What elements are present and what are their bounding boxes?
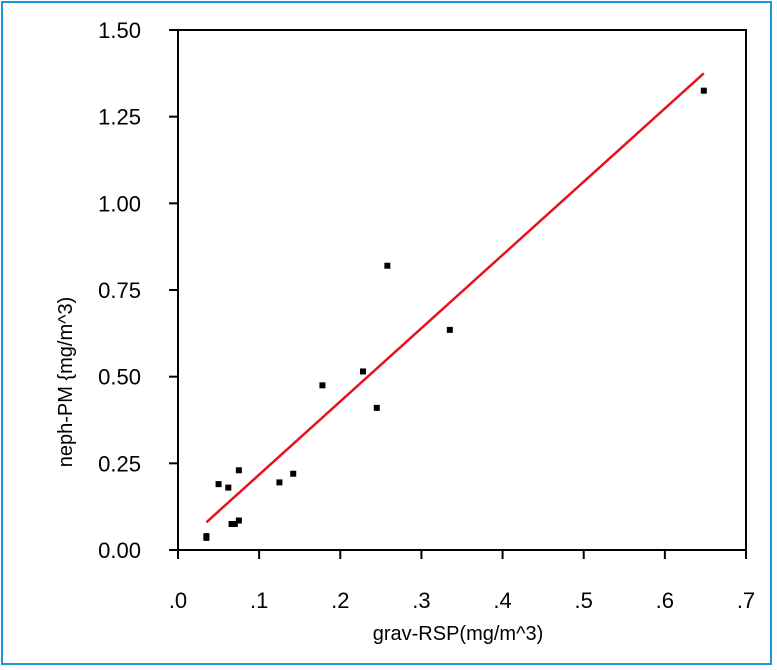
x-tick-label: .0 — [169, 588, 187, 613]
x-tick-label: .5 — [575, 588, 593, 613]
x-tick-label: .2 — [331, 588, 349, 613]
data-point — [215, 481, 222, 488]
y-tick-label: 0.50 — [98, 365, 141, 390]
data-point — [700, 87, 707, 94]
data-point — [384, 262, 391, 269]
y-tick-label: 1.00 — [98, 191, 141, 216]
data-point — [235, 467, 242, 474]
data-point — [203, 533, 210, 540]
y-axis-ticks: 0.00 0.25 0.50 0.75 1.00 1.25 1.50 — [98, 18, 178, 563]
data-point — [319, 382, 326, 389]
data-point — [228, 521, 235, 527]
y-tick-label: 0.25 — [98, 451, 141, 476]
x-tick-label: .7 — [737, 588, 755, 613]
data-point — [446, 326, 453, 333]
y-tick-label: 1.50 — [98, 18, 141, 43]
x-tick-label: .3 — [412, 588, 430, 613]
data-point — [360, 368, 367, 375]
x-tick-label: .1 — [250, 588, 268, 613]
data-point — [235, 517, 242, 524]
x-tick-label: .4 — [493, 588, 511, 613]
x-axis-title: grav-RSP(mg/m^3) — [373, 623, 544, 645]
data-point — [290, 470, 297, 477]
x-tick-label: .6 — [656, 588, 674, 613]
data-point — [276, 479, 283, 486]
x-axis-ticks: .0 .1 .2 .3 .4 .5 .6 .7 — [169, 550, 755, 613]
data-point — [373, 404, 380, 411]
data-point — [231, 521, 238, 527]
data-marks — [203, 72, 707, 541]
y-tick-label: 0.75 — [98, 278, 141, 303]
y-tick-label: 0.00 — [98, 538, 141, 563]
y-axis-title: neph-PM {mg/m^3) — [55, 297, 77, 468]
regression-line — [205, 72, 705, 524]
y-tick-label: 1.25 — [98, 105, 141, 130]
data-point — [225, 484, 232, 491]
